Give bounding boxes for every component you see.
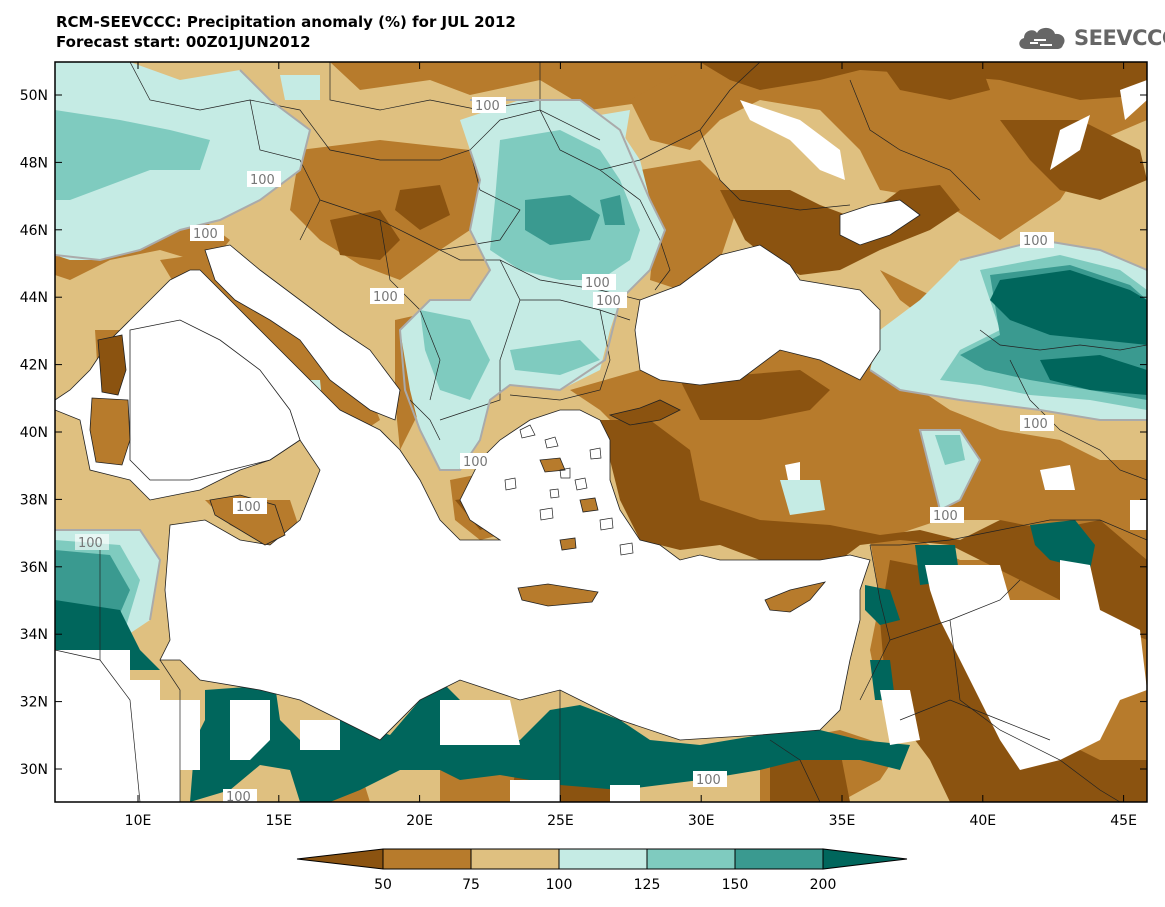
seas: [55, 199, 921, 741]
contour-label: 100: [223, 789, 257, 805]
colorbar-segment: [646, 848, 736, 870]
colorbar-label: 50: [374, 877, 392, 893]
lat-label: 44N: [20, 290, 48, 306]
colorbar-segment: [382, 848, 472, 870]
contour-label-text: 100: [373, 290, 398, 305]
contour-label: 100: [370, 288, 404, 305]
contour-label: 100: [593, 292, 627, 309]
contour-label: 100: [190, 225, 224, 242]
contour-label-text: 100: [250, 173, 275, 188]
contour-label: 100: [582, 274, 616, 291]
contour-label-text: 100: [463, 455, 488, 470]
lat-label: 34N: [20, 627, 48, 643]
colorbar-label: 150: [722, 877, 749, 893]
lon-label: 20E: [406, 813, 433, 829]
contour-label: 100: [75, 534, 109, 551]
lat-label: 46N: [20, 223, 48, 239]
title-line-1: RCM-SEEVCCC: Precipitation anomaly (%) f…: [56, 13, 516, 31]
longitude-axis: 10E 15E 20E 25E 30E 35E 40E 45E: [125, 62, 1137, 829]
lon-label: 35E: [829, 813, 856, 829]
lon-label: 15E: [265, 813, 292, 829]
no-data-areas: [55, 80, 1147, 802]
colorbar-arrow-right: [822, 848, 908, 870]
lat-label: 36N: [20, 560, 48, 576]
colorbar-label: 200: [810, 877, 837, 893]
contour-label-text: 100: [475, 99, 500, 114]
contour-label-text: 100: [696, 773, 721, 788]
contour-label-text: 100: [193, 227, 218, 242]
lon-label: 25E: [547, 813, 574, 829]
lon-label: 45E: [1110, 813, 1137, 829]
colorbar-label: 75: [462, 877, 480, 893]
lat-label: 50N: [20, 88, 48, 104]
contour-label-text: 100: [78, 536, 103, 551]
lon-label: 10E: [125, 813, 152, 829]
title-line-2: Forecast start: 00Z01JUN2012: [56, 33, 311, 51]
contour-label-group: 100 100 100 100 100 100: [75, 97, 1054, 805]
contour-label: 100: [460, 453, 494, 470]
contour-label-text: 100: [226, 790, 251, 805]
lon-label: 30E: [688, 813, 715, 829]
contour-label-text: 100: [585, 276, 610, 291]
seevccc-logo: SEEVCCC: [1016, 22, 1165, 54]
contour-label-text: 100: [933, 509, 958, 524]
lat-label: 32N: [20, 695, 48, 711]
lat-label: 48N: [20, 155, 48, 171]
lat-label: 42N: [20, 358, 48, 374]
contour-label-text: 100: [236, 500, 261, 515]
lat-label: 38N: [20, 492, 48, 508]
contour-label: 100: [233, 498, 267, 515]
colorbar-label: 125: [634, 877, 661, 893]
lon-label: 40E: [969, 813, 996, 829]
colorbar: 50 75 100 125 150 200: [296, 848, 908, 893]
contour-label: 100: [693, 771, 727, 788]
contour-label: 100: [930, 507, 964, 524]
contour-label-text: 100: [596, 294, 621, 309]
latitude-axis: 50N 48N 46N 44N 42N 40N 38N 36N 34N 32N 30N: [20, 88, 1147, 778]
logo-text: SEEVCCC: [1074, 26, 1165, 50]
contour-label: 100: [1020, 232, 1054, 249]
cloud-logo-icon: [1019, 27, 1065, 49]
contour-label-text: 100: [1023, 417, 1048, 432]
lat-label: 30N: [20, 762, 48, 778]
contour-label: 100: [472, 97, 506, 114]
colorbar-segment: [558, 848, 648, 870]
contour-label: 100: [247, 171, 281, 188]
colorbar-segment: [470, 848, 560, 870]
map-title: RCM-SEEVCCC: Precipitation anomaly (%) f…: [56, 12, 516, 52]
country-borders: [55, 62, 1147, 802]
aegean-islets: [504, 424, 634, 556]
lat-label: 40N: [20, 425, 48, 441]
colorbar-arrow-left: [296, 848, 384, 870]
contour-100-lines: [55, 69, 1147, 621]
colorbar-label: 100: [546, 877, 573, 893]
contour-label: 100: [1020, 415, 1054, 432]
colorbar-segment: [734, 848, 824, 870]
contour-label-text: 100: [1023, 234, 1048, 249]
